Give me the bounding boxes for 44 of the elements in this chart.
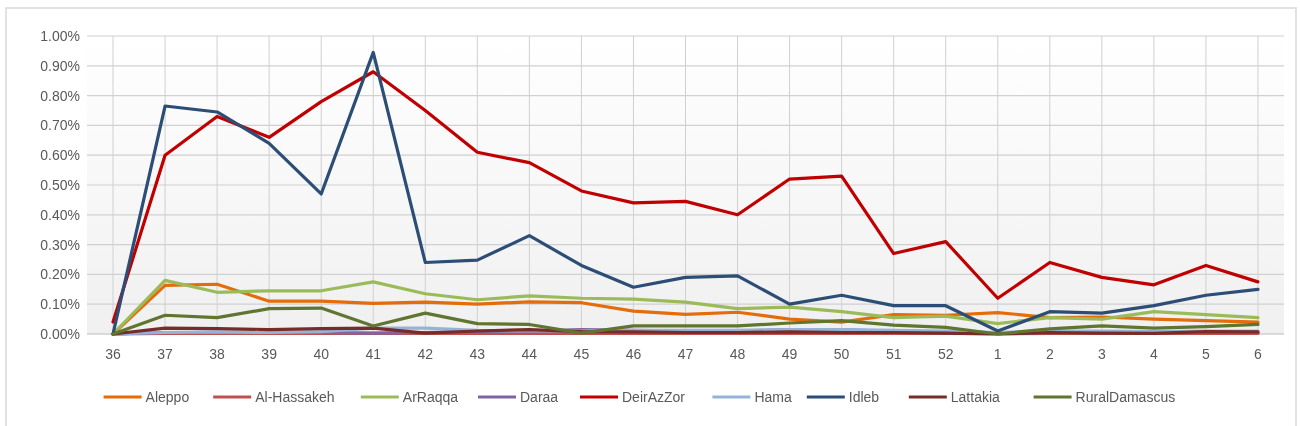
x-tick-label: 42 bbox=[417, 345, 434, 362]
y-tick-label: 0.10% bbox=[40, 296, 80, 313]
y-tick-label: 0.30% bbox=[40, 236, 80, 253]
x-tick-label: 38 bbox=[209, 345, 226, 362]
legend-label: Idleb bbox=[848, 388, 880, 405]
y-tick-label: 0.40% bbox=[40, 206, 80, 223]
y-tick-label: 0.50% bbox=[40, 176, 80, 193]
x-tick-label: 40 bbox=[313, 345, 330, 362]
y-tick-label: 0.60% bbox=[40, 147, 80, 164]
y-tick-label: 0.80% bbox=[40, 87, 80, 104]
legend-label: Lattakia bbox=[950, 388, 1001, 405]
y-tick-label: 0.70% bbox=[40, 117, 80, 134]
x-tick-label: 6 bbox=[1254, 345, 1263, 362]
x-tick-label: 41 bbox=[365, 345, 382, 362]
x-tick-label: 4 bbox=[1149, 345, 1158, 362]
y-tick-label: 0.00% bbox=[40, 325, 80, 342]
x-tick-label: 45 bbox=[573, 345, 590, 362]
x-tick-label: 44 bbox=[521, 345, 538, 362]
y-tick-label: 0.20% bbox=[40, 266, 80, 283]
legend-label: Daraa bbox=[520, 388, 559, 405]
x-tick-label: 36 bbox=[105, 345, 122, 362]
legend-label: Al-Hassakeh bbox=[255, 388, 335, 405]
legend-label: RuralDamascus bbox=[1075, 388, 1176, 405]
x-tick-label: 51 bbox=[885, 345, 902, 362]
x-tick-label: 52 bbox=[937, 345, 954, 362]
y-tick-label: 0.90% bbox=[40, 57, 80, 74]
x-tick-label: 1 bbox=[993, 345, 1002, 362]
legend-label: Hama bbox=[754, 388, 792, 405]
x-tick-label: 46 bbox=[625, 345, 642, 362]
x-tick-label: 43 bbox=[469, 345, 486, 362]
y-tick-label: 1.00% bbox=[40, 27, 80, 44]
x-tick-label: 50 bbox=[833, 345, 850, 362]
x-tick-label: 2 bbox=[1045, 345, 1054, 362]
legend-label: ArRaqqa bbox=[402, 388, 459, 405]
legend-label: Aleppo bbox=[145, 388, 190, 405]
legend-label: DeirAzZor bbox=[622, 388, 686, 405]
x-tick-label: 48 bbox=[729, 345, 746, 362]
line-series bbox=[111, 306, 1260, 336]
x-tick-label: 3 bbox=[1097, 345, 1106, 362]
x-tick-label: 37 bbox=[157, 345, 174, 362]
x-tick-label: 47 bbox=[677, 345, 694, 362]
x-tick-label: 49 bbox=[781, 345, 798, 362]
x-tick-label: 39 bbox=[261, 345, 278, 362]
x-tick-label: 5 bbox=[1202, 345, 1211, 362]
